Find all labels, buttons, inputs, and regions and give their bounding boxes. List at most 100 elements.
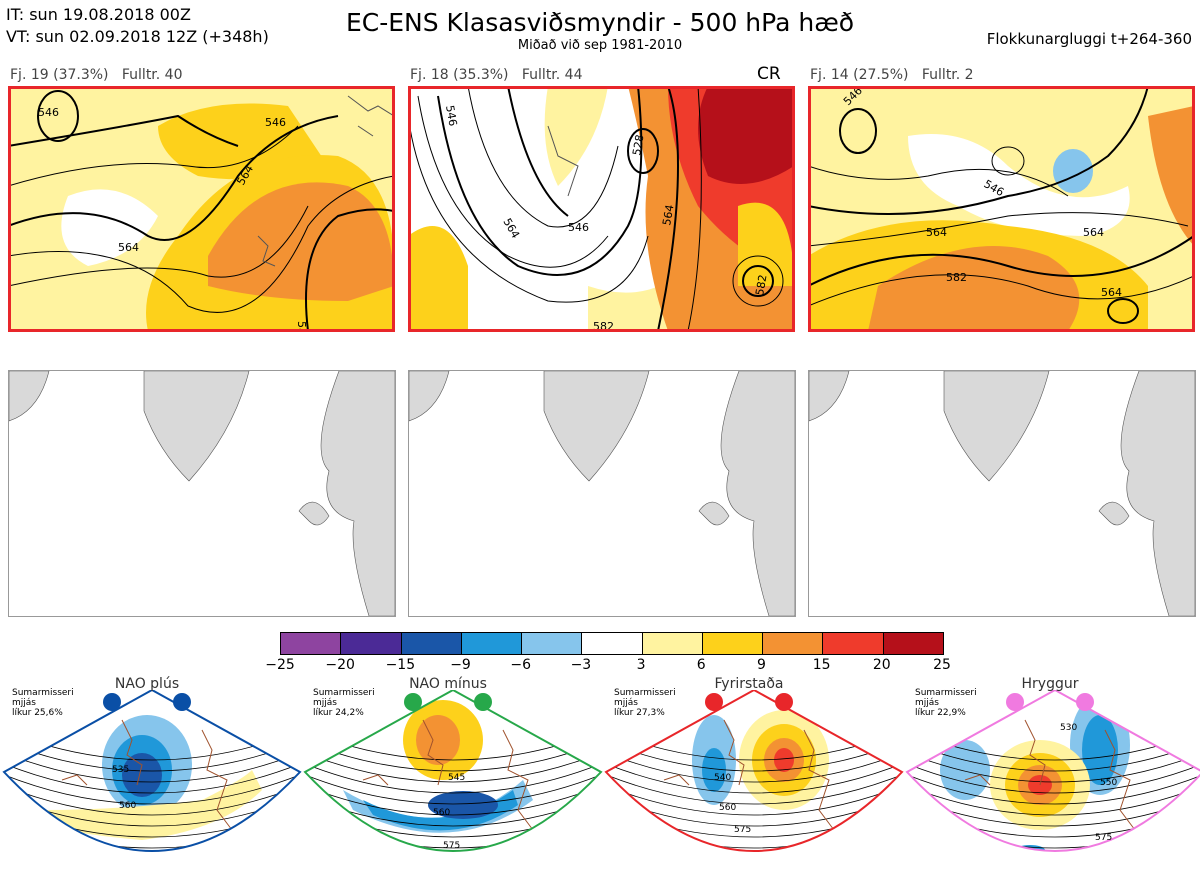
color-scale-tick: 25: [933, 657, 951, 673]
contour-label: 575: [443, 841, 460, 851]
color-scale-cell: [341, 633, 402, 654]
regime-info-line: líkur 22,9%: [915, 708, 966, 718]
regime-title: Fyrirstaða: [714, 676, 784, 692]
height-contour: [305, 740, 601, 772]
regime-marker-icon: [1006, 693, 1024, 711]
color-scale-tick: −3: [570, 657, 592, 673]
cluster-3-label: Fj. 14 (27.5%) Fulltr. 2: [810, 67, 974, 83]
regime-marker-icon: [705, 693, 723, 711]
height-contour: [907, 740, 1200, 772]
color-scale-cell: [281, 633, 342, 654]
contour-label: 564: [118, 241, 139, 254]
contour-label: 528: [630, 134, 646, 157]
color-scale-tick: −25: [265, 657, 295, 673]
color-scale-tick: −6: [510, 657, 532, 673]
cluster-3-percent: Fj. 14 (27.5%): [810, 67, 909, 83]
color-scale-cell: [763, 633, 824, 654]
height-contour: [305, 784, 601, 816]
regime-info: Sumarmisseri mjjás líkur 22,9%: [915, 688, 977, 718]
color-scale-tick: −9: [450, 657, 471, 673]
height-contour: [4, 740, 300, 772]
anomaly-area: [363, 790, 518, 831]
color-scale-cell: [642, 633, 703, 654]
height-contour: [606, 740, 902, 772]
contour-label: 560: [719, 803, 736, 813]
cluster-1-percent: Fj. 19 (37.3%): [10, 67, 109, 83]
regime-title: NAO plús: [114, 676, 180, 692]
regime-marker-icon: [1076, 693, 1094, 711]
coastline: [964, 719, 1136, 831]
cluster-2-percent: Fj. 18 (35.3%): [410, 67, 509, 83]
anomaly-area: [428, 791, 498, 819]
coastline: [362, 719, 534, 831]
regime-panel: 535 560 NAO plús Sumarmisseri mjjás líkur 25,…: [2, 676, 302, 870]
color-scale-cell: [461, 633, 523, 654]
regime-info-line: Sumarmisseri: [614, 688, 676, 698]
height-contour: [4, 751, 300, 783]
regime-marker-icon: [103, 693, 121, 711]
empty-map-1: [8, 370, 396, 617]
height-contour: [305, 773, 601, 805]
height-contour: [606, 784, 902, 816]
cluster-3-frame: [808, 86, 1195, 332]
contour-label: 575: [1095, 833, 1112, 843]
forecast-times: IT: sun 19.08.2018 00Z VT: sun 02.09.201…: [6, 4, 269, 48]
height-contour: [305, 762, 601, 794]
regime-marker-icon: [173, 693, 191, 711]
color-scale-cell: [582, 633, 643, 654]
contour-label: 545: [448, 773, 465, 783]
height-contour: [907, 751, 1200, 783]
color-scale-cell: [522, 633, 583, 654]
page-subtitle: Miðað við sep 1981-2010: [517, 38, 683, 53]
regime-title: Hryggur: [1021, 676, 1079, 692]
regime-info-line: Sumarmisseri: [313, 688, 375, 698]
regime-map: 535 560: [2, 688, 302, 852]
empty-map-3: [808, 370, 1196, 617]
regime-info-line: mjjás: [12, 698, 36, 708]
contour-label: 560: [433, 808, 450, 818]
regime-frame: [905, 688, 1200, 852]
regime-map: 540 560 575: [604, 688, 904, 852]
contour-label: 546: [265, 116, 286, 129]
height-contour: [4, 762, 300, 794]
contour-label: 575: [734, 825, 751, 835]
contour-label: 546: [443, 104, 459, 127]
height-contour: [606, 773, 902, 805]
regime-info: Sumarmisseri mjjás líkur 27,3%: [614, 688, 676, 718]
page-title: EC-ENS Klasasviðsmyndir - 500 hPa hæð: [345, 8, 855, 37]
regime-info-line: mjjás: [614, 698, 638, 708]
color-scale-cell: [702, 633, 764, 654]
regime-info-line: líkur 25,6%: [12, 708, 63, 718]
contour-label: 535: [112, 765, 129, 775]
contour-label: 546: [568, 221, 589, 234]
valid-time: VT: sun 02.09.2018 12Z (+348h): [6, 27, 269, 46]
height-contour: [606, 751, 902, 783]
regime-frame: [303, 688, 603, 852]
coastline: [663, 719, 835, 831]
height-contour: [4, 784, 300, 816]
contour-label: 530: [1060, 723, 1077, 733]
contour-label: 582: [593, 320, 614, 331]
color-scale-tick: −20: [325, 657, 355, 673]
cluster-1-frame: [8, 86, 395, 332]
contour-label: 564: [926, 226, 947, 239]
regime-map: 530 550 575: [905, 688, 1200, 852]
cluster-1-rep: Fulltr. 40: [121, 67, 183, 83]
regime-marker-icon: [404, 693, 422, 711]
color-scale-tick: 20: [872, 657, 891, 673]
color-scale-tick: 9: [756, 657, 766, 673]
regime-info-line: Sumarmisseri: [915, 688, 977, 698]
color-scale-tick: 3: [636, 657, 646, 673]
regime-title: NAO mínus: [409, 676, 487, 692]
anomaly-area: [774, 748, 794, 772]
contour-label: 560: [119, 801, 136, 811]
empty-map-2: [408, 370, 796, 617]
cluster-1-label: Fj. 19 (37.3%) Fulltr. 40: [10, 67, 183, 83]
height-contour: [907, 773, 1200, 805]
height-contour: [4, 773, 300, 805]
contour-label: 564: [1083, 226, 1104, 239]
contour-label: 564: [660, 204, 676, 227]
anomaly-area: [42, 770, 262, 840]
contour-label: 582: [753, 274, 769, 297]
anomaly-area: [702, 748, 726, 792]
